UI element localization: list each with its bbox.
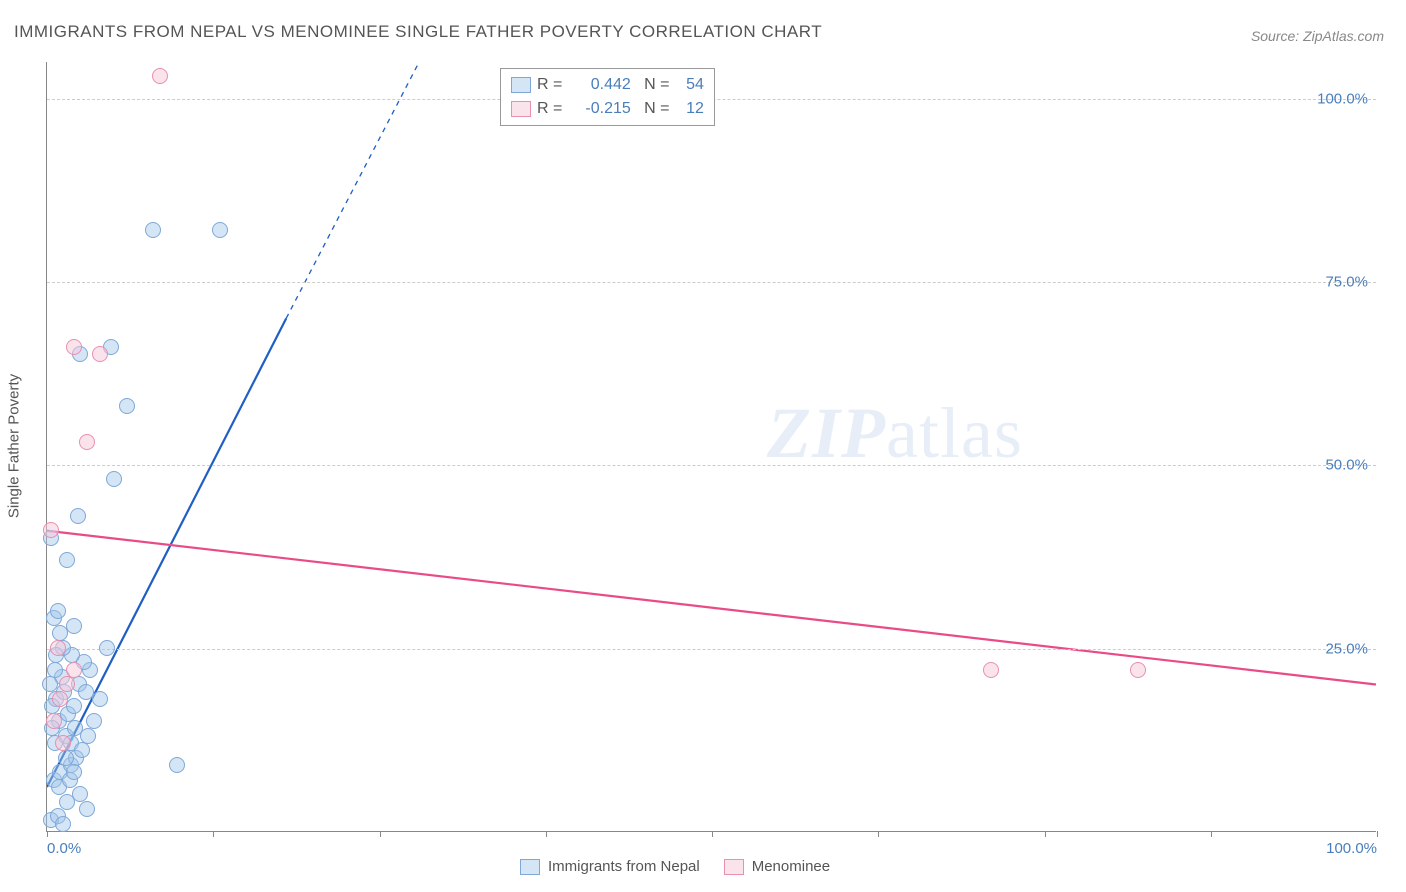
- x-tick: [1377, 831, 1378, 837]
- data-point: [42, 676, 58, 692]
- trend-lines-layer: [47, 62, 1376, 831]
- legend-row: R = -0.215 N = 12: [511, 97, 704, 121]
- x-tick: [546, 831, 547, 837]
- data-point: [59, 552, 75, 568]
- data-point: [66, 618, 82, 634]
- data-point: [86, 713, 102, 729]
- scatter-plot-area: ZIPatlas 25.0%50.0%75.0%100.0%0.0%100.0%: [46, 62, 1376, 832]
- data-point: [212, 222, 228, 238]
- data-point: [74, 742, 90, 758]
- data-point: [145, 222, 161, 238]
- gridline: [47, 282, 1376, 283]
- correlation-legend: R = 0.442 N = 54 R = -0.215 N = 12: [500, 68, 715, 126]
- legend-item-menominee: Menominee: [724, 858, 830, 875]
- data-point: [50, 603, 66, 619]
- data-point: [80, 728, 96, 744]
- legend-label-nepal: Immigrants from Nepal: [548, 858, 700, 875]
- data-point: [55, 735, 71, 751]
- data-point: [106, 471, 122, 487]
- data-point: [59, 676, 75, 692]
- legend-label-menominee: Menominee: [752, 858, 830, 875]
- watermark-atlas: atlas: [886, 393, 1023, 473]
- data-point: [47, 662, 63, 678]
- data-point: [66, 662, 82, 678]
- data-point: [55, 816, 71, 832]
- y-tick-label: 25.0%: [1288, 640, 1368, 657]
- data-point: [50, 640, 66, 656]
- data-point: [66, 339, 82, 355]
- chart-title: IMMIGRANTS FROM NEPAL VS MENOMINEE SINGL…: [14, 22, 822, 42]
- x-tick-label: 100.0%: [1326, 840, 1377, 857]
- data-point: [78, 684, 94, 700]
- watermark: ZIPatlas: [767, 392, 1023, 475]
- y-tick-label: 100.0%: [1288, 90, 1368, 107]
- data-point: [52, 691, 68, 707]
- series-legend: Immigrants from Nepal Menominee: [520, 858, 830, 875]
- data-point: [66, 764, 82, 780]
- source-value: ZipAtlas.com: [1303, 28, 1384, 44]
- legend-swatch: [511, 77, 531, 93]
- source-label: Source:: [1251, 28, 1303, 44]
- x-tick: [712, 831, 713, 837]
- data-point: [1130, 662, 1146, 678]
- x-tick: [1045, 831, 1046, 837]
- legend-swatch-menominee: [724, 859, 744, 875]
- x-tick-label: 0.0%: [47, 840, 81, 857]
- y-tick-label: 50.0%: [1288, 457, 1368, 474]
- watermark-zip: ZIP: [767, 393, 886, 473]
- data-point: [92, 691, 108, 707]
- y-axis-label: Single Father Poverty: [6, 374, 23, 518]
- x-tick: [47, 831, 48, 837]
- data-point: [119, 398, 135, 414]
- legend-swatch-nepal: [520, 859, 540, 875]
- gridline: [47, 649, 1376, 650]
- data-point: [92, 346, 108, 362]
- source-attribution: Source: ZipAtlas.com: [1251, 28, 1384, 44]
- data-point: [43, 522, 59, 538]
- y-tick-label: 75.0%: [1288, 274, 1368, 291]
- legend-stats: R = 0.442 N = 54: [537, 76, 704, 94]
- data-point: [79, 434, 95, 450]
- x-tick: [213, 831, 214, 837]
- legend-item-nepal: Immigrants from Nepal: [520, 858, 700, 875]
- data-point: [152, 68, 168, 84]
- data-point: [983, 662, 999, 678]
- data-point: [58, 750, 74, 766]
- data-point: [79, 801, 95, 817]
- legend-row: R = 0.442 N = 54: [511, 73, 704, 97]
- data-point: [72, 786, 88, 802]
- x-tick: [380, 831, 381, 837]
- gridline: [47, 465, 1376, 466]
- legend-swatch: [511, 101, 531, 117]
- x-tick: [1211, 831, 1212, 837]
- data-point: [169, 757, 185, 773]
- data-point: [46, 713, 62, 729]
- x-tick: [878, 831, 879, 837]
- data-point: [99, 640, 115, 656]
- legend-stats: R = -0.215 N = 12: [537, 100, 704, 118]
- data-point: [70, 508, 86, 524]
